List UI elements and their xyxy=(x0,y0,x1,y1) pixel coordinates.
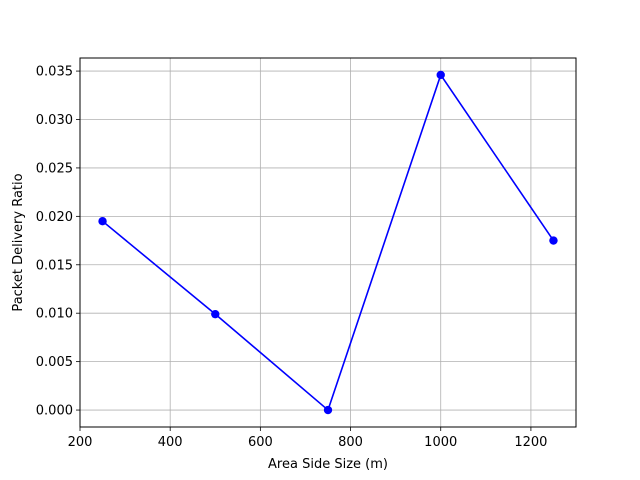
data-point xyxy=(323,405,333,415)
y-tick-label: 0.005 xyxy=(36,355,73,370)
data-point xyxy=(549,236,558,245)
data-point xyxy=(436,70,445,80)
x-tick-label: 800 xyxy=(338,435,363,450)
y-tick-label: 0.030 xyxy=(36,113,73,128)
y-tick-label: 0.020 xyxy=(36,210,73,225)
data-point xyxy=(211,309,220,319)
y-tick-label: 0.000 xyxy=(36,404,73,419)
y-tick-label: 0.025 xyxy=(36,161,73,176)
y-axis-ticks: 0.000 0.005 0.010 0.015 0.020 0.025 0.030 0.035 xyxy=(36,65,80,419)
x-axis-ticks: 200 400 600 800 1000 1200 xyxy=(68,427,547,450)
y-tick-label: 0.035 xyxy=(36,65,73,80)
x-tick-label: 200 xyxy=(68,435,93,450)
x-tick-label: 1200 xyxy=(514,435,547,450)
y-tick-label: 0.015 xyxy=(36,258,73,273)
data-point xyxy=(98,216,107,226)
y-axis-label: Packet Delivery Ratio xyxy=(11,173,26,311)
x-tick-label: 1000 xyxy=(424,435,457,450)
plot-frame xyxy=(79,57,577,428)
y-tick-label: 0.010 xyxy=(36,307,73,322)
series-layer xyxy=(98,70,558,415)
x-tick-label: 400 xyxy=(158,435,183,450)
grid-lines xyxy=(79,58,576,427)
x-axis-label: Area Side Size (m) xyxy=(268,457,388,472)
x-tick-label: 600 xyxy=(248,435,273,450)
